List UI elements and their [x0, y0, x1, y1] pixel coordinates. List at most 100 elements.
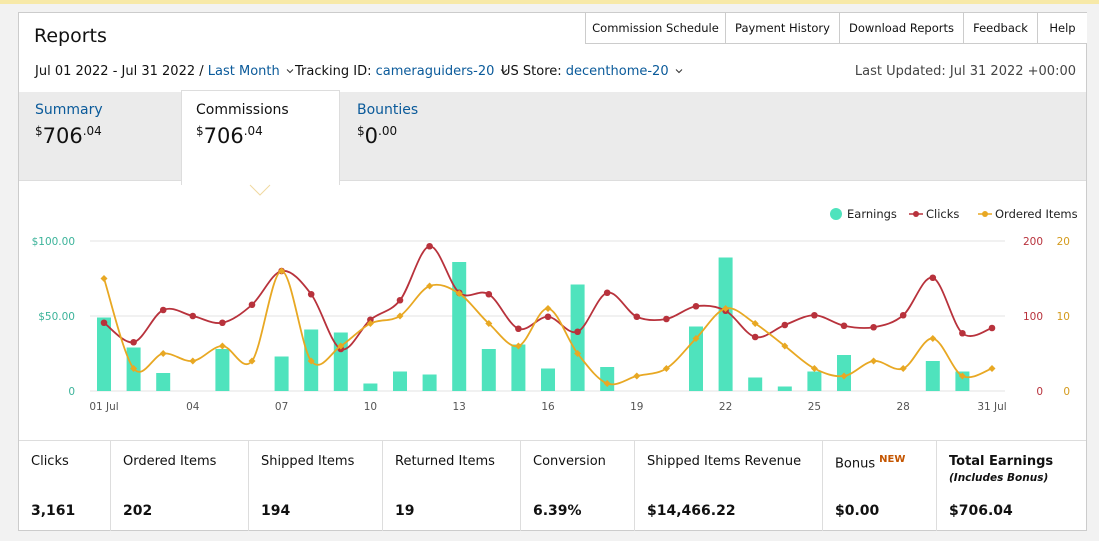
point	[633, 372, 641, 380]
legend-label: Clicks	[926, 207, 959, 221]
bar	[777, 386, 792, 391]
commissions-tab[interactable]: Commissions $706.04	[196, 102, 289, 148]
stat-cell: Conversion 6.39%	[521, 441, 635, 531]
tracking-id: cameraguiders-20	[375, 64, 495, 79]
stat-cell: Shipped Items 194	[249, 441, 383, 531]
stat-value: 19	[395, 503, 415, 519]
point	[810, 365, 818, 372]
x-tick-label: 19	[630, 401, 643, 413]
bar	[393, 371, 407, 391]
point	[959, 329, 966, 337]
bar	[452, 262, 467, 391]
point	[988, 365, 996, 372]
point	[662, 365, 670, 372]
point	[929, 335, 937, 342]
point	[130, 338, 137, 346]
x-tick-label: 31 Jul	[977, 401, 1006, 413]
new-badge: NEW	[879, 454, 906, 465]
period: Last Month	[207, 64, 280, 79]
label-text: Conversion	[533, 454, 606, 469]
stat-label: Ordered Items	[123, 454, 216, 469]
tracking-filter[interactable]: Tracking ID: cameraguiders-20	[295, 64, 508, 79]
point	[870, 323, 877, 331]
chevron	[501, 69, 508, 74]
bar	[333, 332, 348, 391]
label-text: Shipped Items Revenue	[647, 454, 802, 469]
point	[426, 242, 433, 250]
active-tab-bg	[181, 90, 340, 185]
tab-button[interactable]: Payment History	[725, 13, 839, 44]
stat-cell: Clicks 3,161	[19, 441, 111, 531]
stat-label: Conversion	[533, 454, 606, 469]
point	[159, 350, 167, 357]
tab-button[interactable]: Help	[1037, 13, 1087, 44]
legend-swatch	[830, 208, 842, 220]
label-text: Clicks	[31, 454, 69, 469]
stat-cell: Total Earnings (Includes Bonus) $706.04	[937, 441, 1086, 531]
chart: 0 $50.00 $100.00 0 100 200 0 10 20 01 Jul 04 07 10 13…	[32, 184, 1078, 413]
stat-label: Shipped Items Revenue	[647, 454, 801, 469]
store-filter[interactable]: US Store: decenthome-20	[501, 64, 683, 79]
whole: 706	[42, 124, 83, 148]
point	[248, 357, 256, 365]
point	[722, 305, 730, 312]
point	[574, 350, 582, 357]
stat-value: 194	[261, 503, 291, 519]
point	[603, 289, 611, 297]
point	[278, 267, 286, 275]
label-text: Ordered Items	[123, 454, 217, 469]
point	[811, 311, 818, 319]
y-tick-label: $50.00	[38, 311, 75, 323]
point	[840, 372, 848, 380]
point	[455, 290, 463, 297]
y-tick-label: 200	[1023, 236, 1043, 248]
stat-value: $0.00	[835, 503, 880, 519]
stat-value: 6.39%	[533, 503, 582, 519]
label-text: Total Earnings	[949, 454, 1054, 469]
stat-value: $14,466.22	[647, 503, 736, 519]
stat-label: Shipped Items	[261, 454, 354, 469]
point	[426, 282, 434, 290]
point	[218, 342, 226, 350]
whole: 0	[364, 124, 379, 148]
divider	[19, 440, 1086, 441]
stat-label: Bonus NEW	[835, 454, 905, 471]
fraction: .04	[82, 124, 102, 138]
point	[396, 296, 404, 304]
label-text: Shipped Items	[261, 454, 355, 469]
bounties-tab[interactable]: Bounties $0.00	[357, 102, 418, 148]
tracking-label: Tracking ID:	[295, 64, 372, 79]
chevron	[286, 69, 294, 74]
store-label: US Store:	[501, 64, 562, 79]
point	[751, 333, 759, 341]
point	[307, 357, 315, 365]
point	[692, 302, 700, 310]
point	[189, 357, 197, 365]
date-filter[interactable]: Jul 01 2022 - Jul 31 2022 / Last Month	[35, 64, 294, 79]
summary-tab[interactable]: Summary $706.04	[35, 102, 103, 148]
currency: $	[35, 124, 43, 138]
fraction: .04	[243, 124, 263, 138]
currency: $	[357, 124, 365, 138]
bar	[274, 356, 289, 391]
tab-label: Summary	[35, 102, 103, 118]
bar	[422, 374, 437, 391]
legend-swatch	[913, 211, 919, 217]
point	[130, 365, 138, 372]
point	[485, 290, 493, 298]
plot: 0 $50.00 $100.00 0 100 200 0 10 20 01 Jul 04 07 10 13…	[32, 184, 1078, 413]
y-tick-label: 0	[1036, 386, 1043, 398]
y-tick-label: 10	[1057, 311, 1070, 323]
point	[633, 313, 641, 321]
legend-swatch	[982, 211, 988, 217]
point	[751, 320, 759, 327]
tab-button[interactable]: Download Reports	[839, 13, 963, 44]
store: decenthome-20	[565, 64, 669, 79]
stat-value: 3,161	[31, 503, 76, 519]
bar	[363, 383, 378, 391]
tab-button[interactable]: Commission Schedule	[585, 13, 725, 44]
tab-button[interactable]: Feedback	[963, 13, 1037, 44]
legend-label: Ordered Items	[995, 207, 1078, 221]
last-updated: Last Updated: Jul 31 2022 +00:00	[854, 64, 1076, 79]
